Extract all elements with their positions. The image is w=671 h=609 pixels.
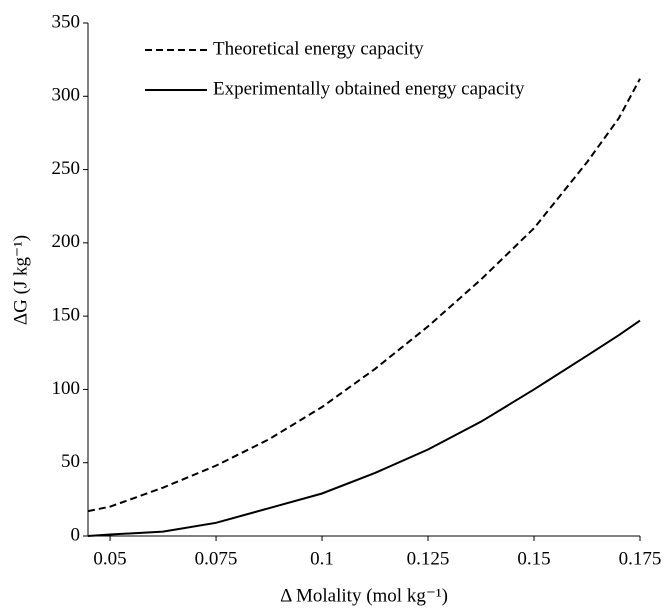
legend-label: Experimentally obtained energy capacity bbox=[213, 78, 525, 99]
y-tick-label: 50 bbox=[61, 451, 80, 472]
x-tick-label: 0.125 bbox=[407, 548, 450, 569]
y-tick-label: 0 bbox=[71, 524, 81, 545]
y-tick-label: 150 bbox=[52, 305, 81, 326]
y-tick-label: 250 bbox=[52, 158, 81, 179]
line-series bbox=[87, 78, 641, 513]
y-tick-label: 200 bbox=[52, 231, 81, 252]
y-tick-label: 100 bbox=[52, 378, 81, 399]
line-series bbox=[87, 319, 641, 537]
x-tick-label: 0.075 bbox=[195, 548, 238, 569]
legend-label: Theoretical energy capacity bbox=[213, 38, 424, 59]
x-tick-label: 0.05 bbox=[93, 548, 126, 569]
y-tick-label: 350 bbox=[52, 11, 81, 32]
y-axis-label: ΔG (J kg⁻¹) bbox=[10, 235, 31, 325]
x-tick-label: 0.1 bbox=[310, 548, 334, 569]
x-tick-label: 0.175 bbox=[619, 548, 662, 569]
x-axis-label: Δ Molality (mol kg⁻¹) bbox=[280, 585, 448, 606]
x-tick-label: 0.15 bbox=[517, 548, 550, 569]
y-tick-label: 300 bbox=[52, 85, 81, 106]
